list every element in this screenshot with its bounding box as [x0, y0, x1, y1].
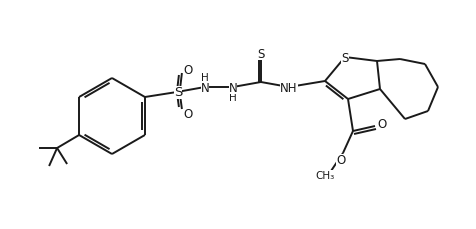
Text: O: O	[336, 154, 345, 167]
Text: S: S	[341, 51, 348, 64]
Text: S: S	[257, 47, 264, 60]
Text: N: N	[228, 81, 237, 94]
Text: S: S	[173, 86, 182, 99]
Text: O: O	[183, 63, 192, 76]
Text: H: H	[228, 93, 236, 103]
Text: N: N	[200, 81, 209, 94]
Text: NH: NH	[279, 81, 297, 94]
Text: O: O	[183, 107, 192, 120]
Text: H: H	[200, 73, 208, 83]
Text: O: O	[377, 118, 386, 131]
Text: CH₃: CH₃	[315, 170, 334, 180]
